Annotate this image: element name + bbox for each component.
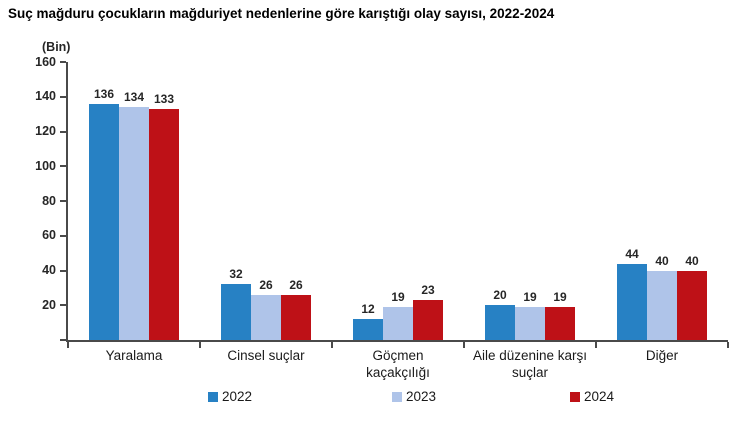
- y-axis-tick: [60, 234, 66, 237]
- y-axis-tick-label: 20: [42, 297, 56, 312]
- category-label: Cinsel suçlar: [227, 348, 305, 363]
- bar-2022-cat3: [353, 319, 383, 340]
- bar-2023-cat2: [251, 294, 281, 340]
- bar-value-label: 40: [685, 253, 699, 268]
- bar-value-label: 19: [391, 289, 405, 304]
- bar-2024-cat5: [677, 270, 707, 340]
- category-label: Göçmen kaçakçılığı: [366, 348, 430, 380]
- y-axis-unit-label: (Bin): [42, 40, 71, 54]
- y-axis-tick-label: 120: [35, 124, 56, 138]
- bar-2022-cat4: [485, 305, 515, 340]
- bar-value-label: 26: [259, 277, 273, 292]
- y-axis-tick-label: 100: [35, 158, 56, 173]
- y-axis-tick-label: 60: [42, 228, 56, 243]
- x-axis-tick: [199, 342, 201, 348]
- bar-value-label: 136: [93, 86, 115, 101]
- x-axis-tick: [463, 342, 465, 348]
- bar-2024-cat3: [413, 300, 443, 340]
- legend-item-2024: 2024: [570, 389, 614, 404]
- y-axis-tick: [60, 200, 66, 202]
- bar-value-label: 134: [123, 90, 145, 105]
- bar-2023-cat1: [119, 107, 149, 340]
- bar-2023-cat3: [383, 306, 413, 340]
- y-axis-tick: [60, 339, 66, 341]
- y-axis-tick: [60, 269, 66, 272]
- bar-2022-cat1: [89, 103, 119, 340]
- legend-swatch-2022: [208, 391, 218, 402]
- y-axis-tick: [60, 61, 66, 63]
- bar-2023-cat4: [515, 306, 545, 340]
- legend-item-2022: 2022: [208, 389, 252, 404]
- bar-value-label: 19: [553, 289, 567, 304]
- bar-value-label: 20: [493, 288, 507, 303]
- y-axis-tick-label: 80: [42, 193, 56, 208]
- chart-title: Suç mağduru çocukların mağduriyet nedenl…: [8, 6, 555, 21]
- bar-2023-cat5: [647, 270, 677, 340]
- bar-value-label: 12: [361, 302, 375, 317]
- category-label: Diğer: [645, 348, 679, 363]
- legend-label: 2023: [406, 389, 437, 404]
- bar-2022-cat5: [617, 263, 647, 340]
- legend-swatch-2024: [570, 391, 580, 402]
- legend-label: 2022: [222, 389, 253, 404]
- x-axis-line: [66, 340, 728, 342]
- y-axis-tick-label: 160: [35, 54, 56, 69]
- y-axis-tick: [60, 95, 66, 98]
- x-axis-tick: [67, 342, 69, 348]
- bar-2024-cat4: [545, 306, 575, 340]
- y-axis-tick: [60, 165, 66, 168]
- bar-value-label: 26: [289, 277, 303, 292]
- y-axis-tick-label: 40: [42, 263, 56, 277]
- bar-value-label: 44: [625, 246, 639, 261]
- bar-value-label: 19: [523, 289, 537, 304]
- category-label: Yaralama: [105, 348, 163, 363]
- bar-value-label: 133: [153, 91, 175, 106]
- y-axis-tick: [60, 304, 66, 307]
- bar-value-label: 32: [229, 267, 243, 282]
- bar-2022-cat2: [221, 284, 251, 340]
- legend-label: 2024: [584, 389, 615, 404]
- x-axis-tick: [595, 342, 597, 348]
- legend-item-2023: 2023: [392, 389, 436, 404]
- category-label: Aile düzenine karşı suçlar: [472, 348, 588, 380]
- legend-swatch-2023: [392, 391, 402, 402]
- y-axis-line: [66, 62, 68, 342]
- bar-2024-cat1: [149, 108, 179, 340]
- y-axis-tick: [60, 130, 66, 133]
- bar-value-label: 23: [421, 283, 435, 298]
- x-axis-tick: [727, 342, 729, 348]
- x-axis-tick: [331, 342, 333, 348]
- bar-value-label: 40: [655, 253, 669, 268]
- y-axis-tick-label: 140: [35, 89, 56, 104]
- bar-2024-cat2: [281, 294, 311, 340]
